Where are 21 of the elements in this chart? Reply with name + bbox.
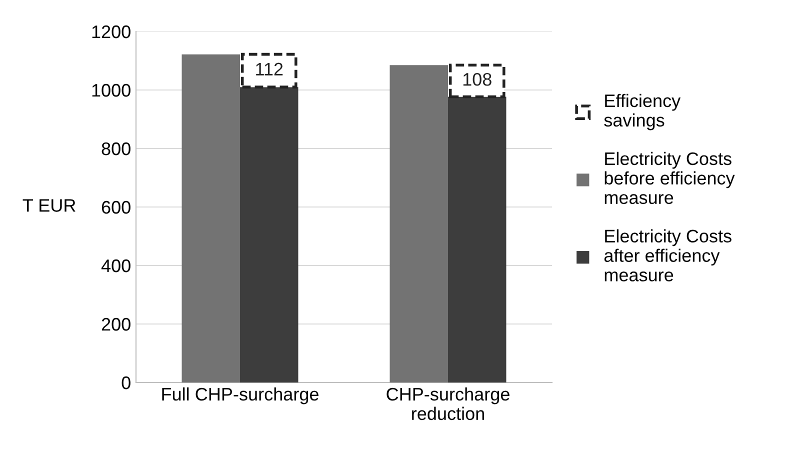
y-tick-label: 0 bbox=[122, 376, 130, 390]
legend-label: Efficiency savings bbox=[604, 94, 681, 130]
bar bbox=[240, 87, 298, 382]
y-tick-label: 600 bbox=[102, 200, 130, 214]
bar bbox=[448, 96, 506, 382]
y-axis-title: T EUR bbox=[22, 199, 76, 212]
legend-label: Electricity Costs before efficiency measure bbox=[604, 152, 735, 204]
y-tick-label: 800 bbox=[102, 142, 130, 156]
data-label: 108 bbox=[463, 72, 492, 86]
bar bbox=[448, 64, 506, 98]
bar bbox=[390, 65, 448, 382]
y-tick-label: 1200 bbox=[92, 25, 130, 38]
y-tick-label: 400 bbox=[101, 259, 130, 272]
bar bbox=[182, 54, 240, 382]
data-label: 112 bbox=[256, 62, 283, 76]
x-tick-label: Full CHP-surcharge bbox=[162, 387, 318, 404]
bar bbox=[240, 52, 298, 88]
legend-label: Electricity Costs after efficiency measure bbox=[604, 229, 732, 282]
y-tick-label: 1000 bbox=[92, 84, 130, 97]
x-tick-label: CHP-surcharge reduction bbox=[386, 387, 510, 420]
y-tick-label: 200 bbox=[102, 318, 130, 331]
